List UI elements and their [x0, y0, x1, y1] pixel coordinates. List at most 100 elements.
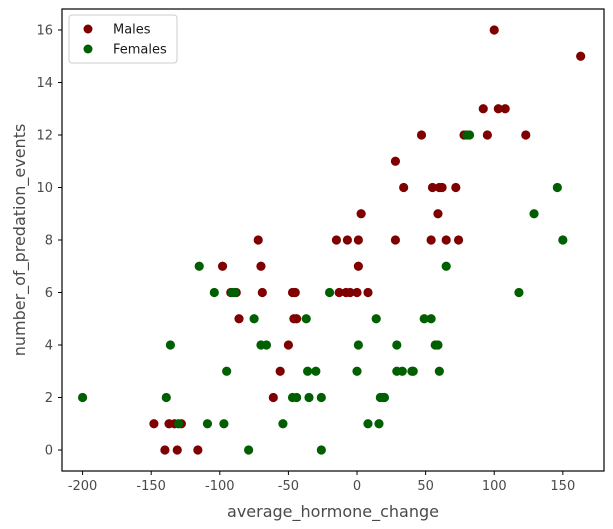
female-point-14	[261, 340, 272, 350]
female-point-7	[219, 419, 229, 429]
male-point-6	[193, 445, 203, 455]
male-point-15	[275, 366, 285, 376]
y-tick-label: 14	[36, 76, 53, 91]
male-point-44	[478, 104, 488, 114]
male-point-34	[416, 130, 427, 140]
female-point-22	[316, 445, 326, 455]
male-point-28	[353, 261, 363, 271]
female-point-20	[304, 392, 314, 403]
female-point-2	[165, 340, 175, 350]
male-point-41	[451, 182, 461, 193]
female-point-25	[352, 366, 362, 376]
legend: Males Females	[68, 14, 178, 64]
female-point-27	[363, 419, 373, 429]
female-point-19	[303, 366, 313, 376]
male-point-4	[172, 445, 182, 455]
female-point-15	[278, 419, 288, 429]
male-point-37	[433, 209, 443, 219]
y-tick-label: 6	[45, 286, 53, 301]
female-point-28	[371, 314, 381, 324]
y-tick-label: 0	[45, 444, 53, 459]
female-point-43	[441, 261, 451, 271]
male-point-22	[334, 287, 344, 298]
male-point-16	[283, 340, 294, 350]
male-point-20	[292, 314, 302, 324]
male-point-39	[437, 182, 447, 193]
male-point-49	[521, 130, 531, 140]
male-point-46	[489, 25, 499, 35]
male-point-31	[390, 235, 401, 245]
female-point-35	[397, 366, 407, 376]
male-point-36	[427, 182, 438, 193]
x-axis-label: average_hormone_change	[227, 502, 439, 522]
female-point-10	[230, 287, 240, 298]
female-point-32	[379, 392, 390, 403]
x-tick-label: -100	[205, 479, 235, 494]
female-point-42	[434, 366, 444, 376]
x-tick-label: 100	[482, 479, 507, 494]
female-point-48	[552, 182, 562, 193]
male-point-1	[160, 445, 170, 455]
y-axis-label: number_of_predation_events	[10, 124, 30, 357]
x-tick-label: -50	[278, 479, 299, 494]
female-point-12	[249, 314, 259, 324]
female-point-24	[324, 287, 335, 298]
female-point-6	[209, 287, 219, 298]
female-point-21	[311, 366, 321, 376]
female-point-17	[292, 392, 302, 403]
male-point-29	[356, 209, 366, 219]
series-males	[149, 25, 586, 455]
female-point-8	[222, 366, 232, 376]
x-tick-label: 150	[550, 479, 575, 494]
y-tick-label: 12	[36, 129, 53, 144]
y-tick-label: 16	[36, 24, 53, 39]
x-tick-label: 50	[417, 479, 434, 494]
male-point-0	[149, 419, 159, 429]
female-point-49	[558, 235, 568, 245]
male-point-45	[482, 130, 492, 140]
female-point-26	[353, 340, 363, 350]
male-point-7	[217, 261, 228, 271]
male-point-26	[352, 287, 362, 298]
y-tick-label: 4	[45, 339, 53, 354]
female-point-29	[374, 419, 384, 429]
female-point-11	[244, 445, 254, 455]
series-females	[77, 130, 568, 455]
female-point-23	[316, 392, 326, 403]
male-point-33	[399, 182, 409, 193]
y-tick-label: 2	[45, 391, 53, 406]
legend-label-males: Males	[113, 23, 151, 38]
legend-label-females: Females	[113, 43, 167, 58]
female-point-5	[202, 419, 213, 429]
male-point-32	[390, 156, 401, 166]
legend-marker-females	[83, 44, 93, 54]
male-point-35	[426, 235, 436, 245]
male-point-48	[500, 104, 510, 114]
female-point-3	[174, 419, 184, 429]
male-point-14	[268, 392, 278, 403]
x-tick-label: 0	[353, 479, 361, 494]
legend-marker-males	[83, 24, 93, 34]
female-point-47	[529, 209, 539, 219]
male-point-12	[256, 261, 266, 271]
male-point-47	[493, 104, 503, 114]
female-point-4	[194, 261, 204, 271]
male-point-24	[342, 235, 353, 245]
legend-box	[68, 14, 178, 64]
female-point-37	[408, 366, 418, 376]
male-point-42	[453, 235, 464, 245]
female-point-34	[392, 340, 402, 350]
female-point-39	[426, 314, 436, 324]
plot-frame	[61, 8, 605, 472]
female-point-0	[77, 392, 88, 403]
female-point-1	[161, 392, 171, 403]
y-tick-label: 10	[36, 181, 53, 196]
y-tick-label: 8	[45, 234, 53, 249]
male-point-11	[253, 235, 263, 245]
male-point-25	[345, 287, 355, 298]
female-point-41	[433, 340, 443, 350]
male-point-50	[576, 51, 586, 61]
male-point-30	[363, 287, 373, 298]
male-point-27	[353, 235, 363, 245]
x-tick-label: -150	[136, 479, 166, 494]
